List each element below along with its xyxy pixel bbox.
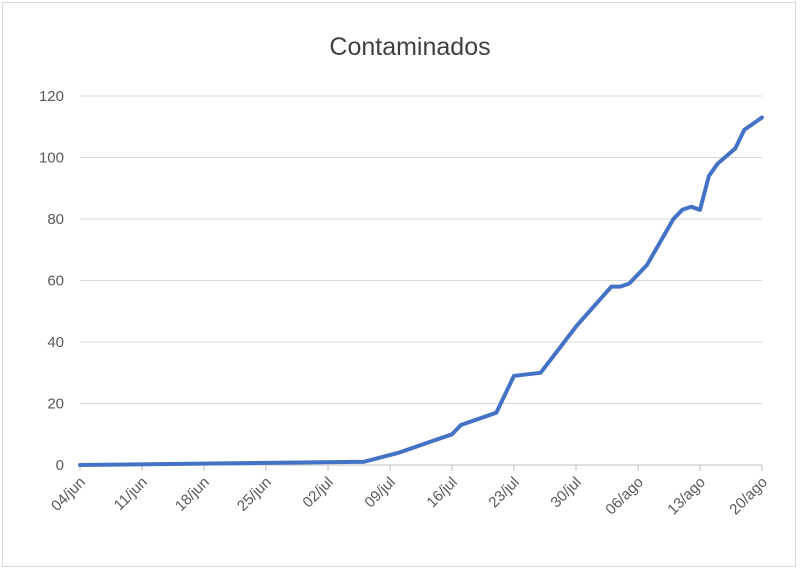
data-point — [575, 326, 577, 328]
x-tick-label: 02/jul — [299, 474, 336, 511]
data-point — [79, 464, 81, 466]
data-point — [540, 372, 542, 374]
x-tick-label: 04/jun — [48, 474, 89, 515]
series-line — [78, 115, 764, 467]
data-point — [433, 439, 435, 441]
data-point — [610, 286, 612, 288]
data-point — [451, 433, 453, 435]
x-tick-label: 16/jul — [423, 474, 460, 511]
x-tick-label: 06/ago — [602, 474, 646, 518]
data-point — [495, 412, 497, 414]
y-tick-label: 100 — [39, 150, 64, 167]
y-axis-ticks: 0 20 40 60 80 100 120 — [39, 88, 64, 474]
y-tick-label: 80 — [47, 211, 64, 228]
data-point — [398, 452, 400, 454]
data-point — [717, 163, 719, 165]
x-tick-label: 13/ago — [664, 474, 708, 518]
data-point — [681, 209, 683, 211]
grid-lines — [80, 95, 762, 404]
data-point — [354, 461, 356, 463]
series-group — [78, 115, 764, 467]
data-point — [619, 286, 621, 288]
data-point — [460, 424, 462, 426]
y-tick-label: 120 — [39, 88, 64, 105]
data-point — [699, 209, 701, 211]
data-point — [734, 147, 736, 149]
y-tick-label: 40 — [47, 334, 64, 351]
chart-title: Contaminados — [329, 33, 490, 61]
x-axis-ticks: 04/jun 11/jun 18/jun 25/jun 02/jul 09/jul 16/j… — [48, 465, 771, 518]
y-tick-label: 60 — [47, 273, 64, 290]
data-point — [690, 206, 692, 208]
x-tick-label: 18/jun — [172, 474, 213, 515]
x-tick-label: 25/jun — [234, 474, 275, 515]
x-tick-label: 11/jun — [111, 474, 151, 514]
data-point — [646, 264, 648, 266]
y-tick-label: 0 — [56, 457, 64, 474]
x-tick-label: 20/ago — [726, 474, 770, 518]
data-point — [628, 283, 630, 285]
x-tick-label: 30/jul — [547, 474, 584, 511]
x-tick-label: 23/jul — [485, 474, 522, 511]
x-tick-label: 09/jul — [361, 474, 398, 511]
data-point — [708, 175, 710, 177]
data-point — [743, 129, 745, 131]
data-point — [761, 117, 763, 118]
data-point — [362, 461, 364, 463]
data-point — [513, 375, 515, 377]
y-tick-label: 20 — [47, 396, 64, 413]
data-point — [672, 218, 674, 220]
